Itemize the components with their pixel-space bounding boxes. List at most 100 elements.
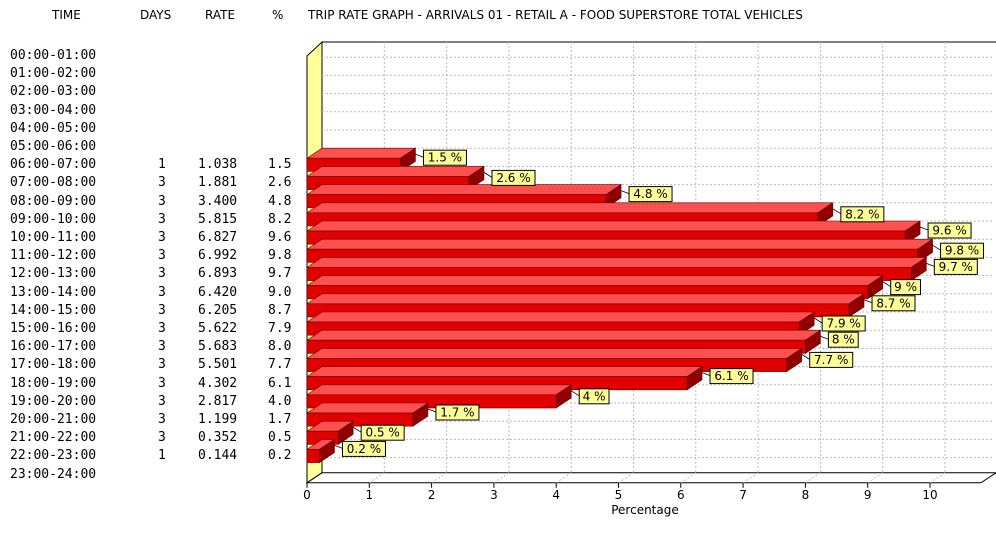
gridline-floor [929, 472, 946, 484]
time-cell: 01:00-02:00 [10, 66, 97, 82]
days-cell: 1 [158, 448, 166, 464]
data-label: 4 % [583, 389, 606, 403]
pct-cell: 7.7 [268, 357, 292, 373]
rate-cell: 1.038 [198, 157, 238, 173]
rate-cell: 5.501 [198, 357, 238, 373]
data-label-box [422, 149, 467, 166]
pct-cell: 9.7 [268, 266, 292, 282]
gridline-floor [369, 472, 385, 484]
time-cell: 05:00-06:00 [10, 139, 97, 154]
rate-cell: 2.817 [198, 393, 238, 409]
days-cell: 1 [158, 157, 166, 173]
data-label-box [927, 222, 972, 239]
x-tick-label: 5 [615, 488, 623, 502]
x-tick-label: 0 [303, 488, 311, 502]
bar-top [306, 147, 417, 159]
x-tick-label: 8 [802, 488, 810, 502]
time-cell: 20:00-21:00 [10, 412, 97, 427]
time-cell: 06:00-07:00 [10, 157, 97, 173]
time-cell: 08:00-09:00 [10, 193, 97, 209]
days-cell: 3 [158, 393, 166, 409]
days-cell: 3 [158, 211, 166, 227]
days-cell: 3 [158, 321, 166, 336]
bar-top [306, 384, 573, 396]
bar-top [306, 220, 922, 232]
data-label: 6.1 % [714, 369, 748, 383]
data-label-leader [813, 317, 823, 324]
days-cell: 3 [158, 430, 166, 446]
time-cell: 22:00-23:00 [10, 448, 97, 464]
data-label: 7.9 % [827, 317, 861, 331]
data-label-leader [832, 208, 842, 215]
time-cell: 23:00-24:00 [10, 466, 97, 482]
data-label: 1.7 % [440, 406, 474, 420]
pct-cell: 8.0 [268, 339, 292, 355]
rate-cell: 6.420 [198, 284, 238, 300]
data-label-box [827, 331, 859, 348]
days-cell: 3 [158, 266, 166, 282]
bar-top [306, 311, 816, 323]
gridline-floor [680, 472, 697, 484]
data-label-leader [863, 299, 873, 304]
data-label-box [435, 404, 480, 421]
rate-cell: 6.992 [198, 248, 238, 264]
bar [306, 449, 320, 463]
pct-cell: 4.0 [268, 393, 292, 409]
time-cell: 10:00-11:00 [10, 230, 97, 245]
pct-cell: 9.8 [268, 248, 292, 264]
data-label-box [360, 424, 405, 441]
data-label: 2.6 % [496, 171, 530, 185]
data-label-leader [352, 426, 362, 433]
time-cell: 00:00-01:00 [10, 48, 97, 63]
x-tick-label: 7 [739, 488, 747, 502]
bar-top [306, 238, 934, 250]
rate-cell: 3.400 [198, 193, 238, 209]
gridline-floor [742, 472, 759, 484]
data-label-leader [334, 445, 343, 449]
data-label-box [809, 351, 854, 368]
pct-cell: 7.9 [268, 321, 292, 336]
time-cell: 03:00-04:00 [10, 102, 97, 118]
rate-cell: 6.205 [198, 302, 238, 318]
gridline-floor [555, 472, 572, 484]
days-cell: 3 [158, 175, 166, 191]
time-cell: 17:00-18:00 [10, 357, 97, 373]
data-label-box [578, 388, 610, 405]
x-tick-label: 10 [922, 488, 937, 502]
x-tick-label: 3 [490, 488, 498, 502]
data-label-leader [570, 390, 580, 397]
rate-cell: 6.893 [198, 266, 238, 282]
data-label-box [491, 169, 536, 186]
data-label-leader [415, 153, 424, 158]
data-label-leader [926, 263, 935, 267]
data-label-leader [882, 281, 891, 287]
bar-top [306, 366, 704, 377]
rate-cell: 1.199 [198, 412, 238, 427]
pct-cell: 4.8 [268, 193, 292, 209]
data-label: 0.5 % [365, 426, 399, 440]
data-label-leader [483, 172, 493, 178]
pct-cell: 2.6 [268, 175, 292, 191]
gridline-floor [431, 472, 447, 484]
bar-top [306, 184, 623, 195]
data-label: 9.7 % [939, 260, 973, 274]
time-cell: 14:00-15:00 [10, 302, 97, 318]
time-cell: 02:00-03:00 [10, 84, 97, 100]
data-label: 9 % [894, 280, 917, 294]
data-label: 1.5 % [428, 151, 462, 165]
data-label: 9.8 % [945, 244, 979, 258]
data-label-box [840, 206, 885, 223]
rate-cell: 4.302 [198, 375, 238, 391]
pct-cell: 0.5 [268, 430, 292, 446]
pct-cell: 6.1 [268, 375, 292, 391]
time-cell: 11:00-12:00 [10, 248, 97, 264]
rate-cell: 1.881 [198, 175, 238, 191]
bar-top [306, 329, 822, 341]
header-days: DAYS [140, 8, 172, 22]
bar-top [306, 348, 803, 359]
header-pct: % [272, 8, 284, 22]
chart-floor [305, 472, 996, 484]
data-label-leader [801, 354, 810, 360]
pct-cell: 1.7 [268, 412, 292, 427]
